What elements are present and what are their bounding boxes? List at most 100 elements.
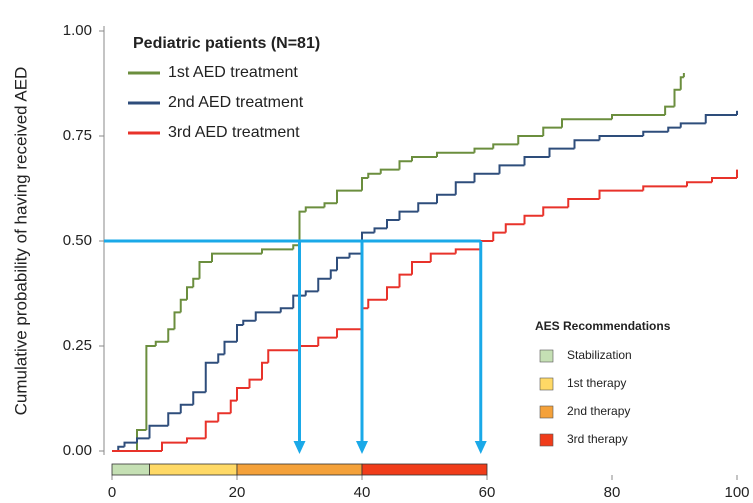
- arrow-head: [293, 441, 306, 454]
- step-segment: [667, 126, 681, 132]
- step-segment: [711, 177, 737, 183]
- step-segment: [179, 403, 194, 414]
- y-tick-label: 0.00: [63, 442, 92, 459]
- step-segment: [436, 193, 456, 204]
- step-segment: [504, 223, 525, 233]
- step-segment: [542, 206, 569, 216]
- step-segment: [361, 177, 369, 191]
- x-tick-label: 40: [354, 484, 371, 501]
- step-segment: [186, 286, 194, 300]
- legend-label: 3rd AED treatment: [168, 124, 300, 141]
- step-segment: [248, 378, 262, 388]
- step-segment: [598, 189, 644, 199]
- legend-label: 1st AED treatment: [168, 64, 298, 81]
- step-segment: [198, 261, 212, 279]
- step-segment: [179, 298, 187, 313]
- step-segment: [217, 412, 231, 422]
- step-segment: [386, 286, 400, 300]
- recommendation-segment: [236, 463, 363, 476]
- step-segment: [642, 185, 687, 191]
- step-segment: [223, 340, 237, 355]
- step-segment: [304, 290, 319, 296]
- step-segment: [304, 206, 325, 212]
- step-segment: [379, 168, 400, 174]
- recommendation-label: 3rd therapy: [567, 432, 628, 446]
- step-segment: [161, 441, 187, 451]
- step-segment: [373, 227, 387, 233]
- step-segment: [492, 231, 506, 241]
- step-segment: [664, 105, 675, 115]
- step-segment: [298, 210, 306, 246]
- step-segment: [598, 135, 644, 141]
- step-segment: [367, 172, 381, 178]
- recommendation-label: Stabilization: [567, 348, 632, 362]
- x-tick-label: 60: [479, 484, 496, 501]
- step-segment: [429, 252, 456, 262]
- step-segment: [411, 261, 431, 275]
- step-segment: [329, 269, 337, 279]
- step-segment: [192, 391, 206, 405]
- step-segment: [167, 328, 175, 342]
- step-segment: [204, 361, 219, 393]
- step-segment: [517, 135, 544, 145]
- recommendations-title: AES Recommendations: [535, 319, 671, 333]
- step-segment: [454, 248, 481, 254]
- step-segment: [254, 311, 281, 321]
- arrow-head: [356, 441, 368, 454]
- step-segment: [567, 198, 600, 208]
- step-segment: [242, 319, 256, 325]
- y-tick-label: 0.75: [63, 127, 92, 144]
- step-segment: [454, 181, 475, 195]
- step-segment: [154, 340, 169, 346]
- step-segment: [261, 248, 294, 254]
- step-segment: [361, 231, 375, 254]
- step-segment: [123, 441, 137, 447]
- step-segment: [411, 156, 437, 162]
- step-segment: [398, 273, 412, 288]
- step-segment: [292, 244, 300, 250]
- recommendation-label: 1st therapy: [567, 376, 626, 390]
- legend-label: 2nd AED treatment: [168, 94, 304, 111]
- step-segment: [417, 202, 437, 212]
- step-segment: [136, 437, 150, 443]
- step-segment: [348, 252, 362, 258]
- chart-title: Pediatric patients (N=81): [133, 35, 320, 52]
- step-segment: [479, 240, 494, 250]
- step-segment: [317, 277, 331, 292]
- x-tick-label: 0: [108, 484, 116, 501]
- x-tick-label: 20: [229, 484, 246, 501]
- step-segment: [573, 139, 600, 149]
- step-segment: [473, 147, 494, 153]
- step-segment: [679, 76, 684, 90]
- recommendation-swatch: [539, 405, 554, 419]
- step-segment: [317, 336, 337, 346]
- step-segment: [261, 361, 269, 380]
- step-segment: [217, 353, 225, 363]
- recommendation-segment: [361, 463, 488, 476]
- step-segment: [279, 307, 294, 313]
- step-segment: [267, 349, 300, 363]
- step-segment: [679, 122, 706, 128]
- step-segment: [211, 252, 262, 262]
- step-segment: [192, 277, 200, 288]
- step-segment: [436, 151, 475, 157]
- step-segment: [145, 345, 156, 430]
- arrow-head: [474, 441, 487, 454]
- x-tick-label: 80: [604, 484, 621, 501]
- step-segment: [686, 181, 712, 187]
- recommendation-segment: [149, 463, 238, 476]
- step-segment: [323, 202, 337, 208]
- step-segment: [336, 256, 350, 271]
- step-segment: [292, 294, 306, 309]
- recommendation-swatch: [539, 433, 554, 447]
- recommendation-segment: [111, 463, 150, 476]
- step-segment: [173, 311, 181, 330]
- step-segment: [117, 445, 125, 451]
- step-segment: [548, 147, 575, 157]
- step-segment: [167, 412, 181, 426]
- step-segment: [336, 189, 362, 204]
- step-segment: [561, 118, 612, 128]
- step-segment: [148, 424, 169, 439]
- step-segment: [236, 324, 244, 342]
